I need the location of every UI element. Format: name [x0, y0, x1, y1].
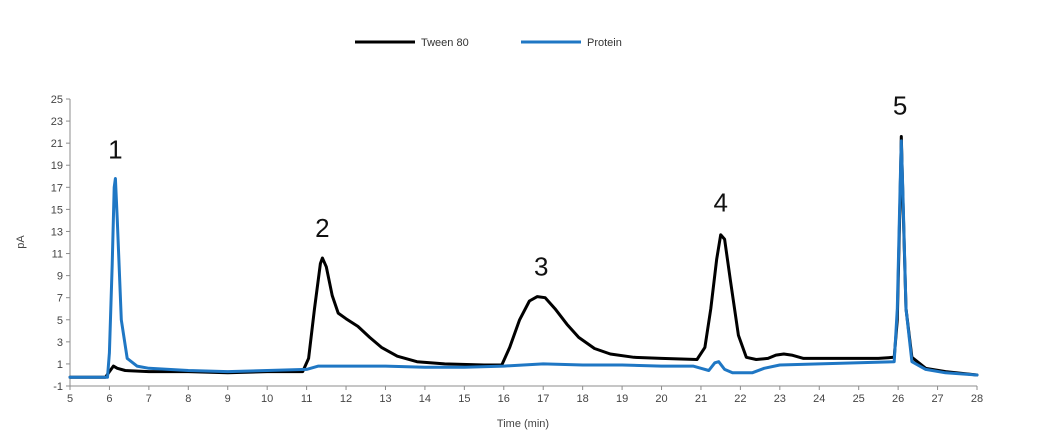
y-tick-label: 15	[51, 204, 63, 216]
series-line-protein	[68, 139, 979, 379]
x-tick-label: 13	[379, 393, 391, 405]
x-tick-label: 23	[774, 393, 786, 405]
x-tick-label: 12	[340, 393, 352, 405]
x-tick-label: 6	[106, 393, 112, 405]
x-tick-label: 20	[655, 393, 667, 405]
x-tick-label: 24	[813, 393, 825, 405]
series-layer	[68, 135, 979, 379]
y-axis-title: pA	[15, 235, 27, 249]
y-tick-label: 9	[57, 271, 63, 283]
legend-label-protein: Protein	[587, 37, 622, 49]
peak-label-5: 5	[893, 90, 907, 120]
y-tick-label: 5	[57, 315, 63, 327]
x-tick-label: 21	[695, 393, 707, 405]
peak-label-2: 2	[315, 213, 329, 243]
x-tick-label: 11	[301, 393, 312, 405]
x-tick-label: 8	[185, 393, 191, 405]
y-tick-label: 1	[57, 359, 63, 371]
x-tick-label: 5	[67, 393, 73, 405]
peak-label-4: 4	[713, 188, 727, 218]
y-tick-label: 23	[51, 116, 63, 128]
peak-label-1: 1	[108, 135, 122, 165]
y-tick-label: 3	[57, 337, 63, 349]
x-tick-label: 27	[931, 393, 943, 405]
y-tick-label: 7	[57, 293, 63, 305]
x-tick-label: 28	[971, 393, 983, 405]
x-tick-label: 7	[146, 393, 152, 405]
x-tick-label: 15	[458, 393, 470, 405]
x-tick-label: 9	[225, 393, 231, 405]
annotation-layer: 1 2 3 4 5	[108, 90, 907, 281]
legend: Tween 80 Protein	[355, 37, 622, 49]
x-axis-title: Time (min)	[497, 418, 549, 430]
y-tick-label: 19	[51, 160, 63, 172]
x-tick-label: 16	[498, 393, 510, 405]
x-tick-label: 25	[853, 393, 865, 405]
y-tick-label: 17	[51, 182, 63, 194]
x-tick-label: 14	[419, 393, 431, 405]
y-tick-label: -1	[53, 381, 63, 393]
x-tick-label: 18	[577, 393, 589, 405]
x-tick-label: 26	[892, 393, 904, 405]
legend-label-tween-80: Tween 80	[421, 37, 469, 49]
x-tick-label: 19	[616, 393, 628, 405]
peak-label-3: 3	[534, 252, 548, 282]
x-tick-label: 10	[261, 393, 273, 405]
y-tick-label: 11	[52, 249, 63, 261]
x-tick-label: 17	[537, 393, 549, 405]
x-tick-label: 22	[734, 393, 746, 405]
series-line-tween-80	[68, 135, 979, 379]
y-tick-label: 25	[51, 94, 63, 106]
y-tick-label: 21	[51, 138, 63, 150]
y-tick-label: 13	[51, 226, 63, 238]
